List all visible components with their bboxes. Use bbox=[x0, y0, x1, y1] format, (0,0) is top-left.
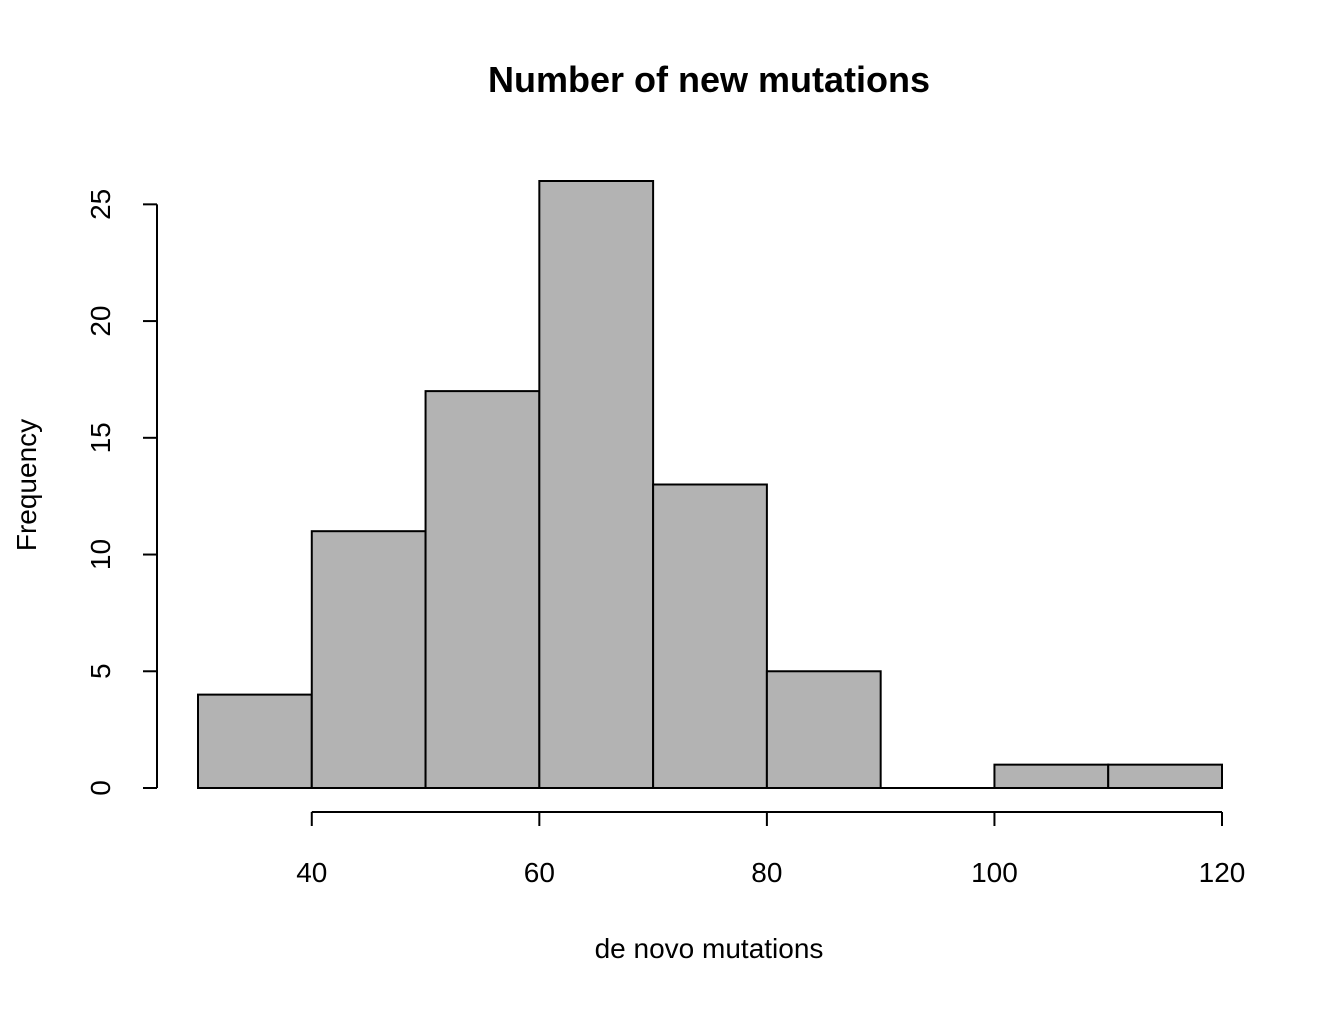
bars-group bbox=[197, 180, 1223, 790]
y-tick-label-0: 0 bbox=[85, 780, 116, 796]
histogram-bar-8 bbox=[1107, 763, 1223, 790]
y-axis-label: Frequency bbox=[11, 419, 42, 551]
x-tick-label-1: 60 bbox=[524, 857, 555, 888]
histogram-bar-4 bbox=[652, 483, 768, 789]
histogram-bar-2 bbox=[424, 390, 541, 789]
y-axis: 0 5 10 15 20 25 bbox=[85, 189, 158, 796]
y-tick-label-3: 15 bbox=[85, 422, 116, 453]
histogram-bar-3 bbox=[538, 180, 655, 789]
y-tick-label-5: 25 bbox=[85, 189, 116, 220]
y-tick-label-4: 20 bbox=[85, 305, 116, 336]
x-axis: 40 60 80 100 120 bbox=[296, 811, 1246, 888]
x-tick-label-2: 80 bbox=[751, 857, 782, 888]
y-tick-label-1: 5 bbox=[85, 663, 116, 679]
histogram-bar-5 bbox=[765, 670, 882, 789]
x-tick-label-3: 100 bbox=[971, 857, 1018, 888]
histogram-bar-1 bbox=[310, 530, 427, 789]
histogram-bar-7 bbox=[993, 763, 1110, 790]
histogram-bar-0 bbox=[197, 693, 313, 789]
x-tick-label-4: 120 bbox=[1199, 857, 1246, 888]
chart-title: Number of new mutations bbox=[488, 59, 930, 100]
x-tick-label-0: 40 bbox=[296, 857, 327, 888]
y-tick-label-2: 10 bbox=[85, 539, 116, 570]
x-axis-label: de novo mutations bbox=[595, 933, 824, 964]
